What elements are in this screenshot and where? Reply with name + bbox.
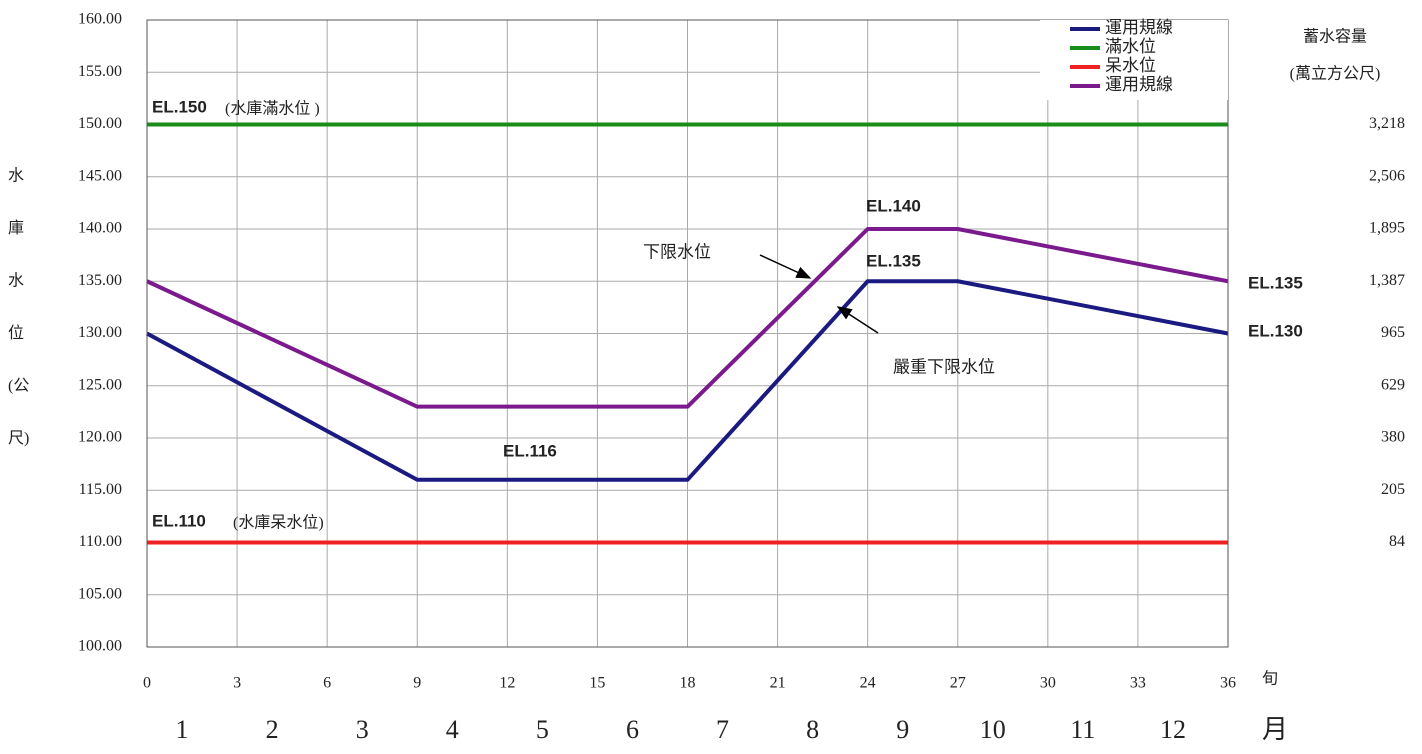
- month-label: 2: [266, 715, 279, 744]
- legend-label: 滿水位: [1105, 37, 1156, 56]
- y-tick-label: 110.00: [79, 533, 122, 550]
- x-tick-label: 30: [1040, 675, 1056, 692]
- annotation: EL.135: [1248, 273, 1303, 292]
- y-tick-label: 120.00: [78, 429, 122, 446]
- y-tick-label: 140.00: [78, 220, 122, 237]
- y-tick-label: 155.00: [78, 63, 122, 80]
- annotation: 嚴重下限水位: [893, 357, 995, 376]
- y-tick-label: 105.00: [78, 585, 122, 602]
- y-title: 水: [8, 272, 24, 290]
- month-label: 12: [1160, 715, 1186, 744]
- arrow: [836, 306, 879, 334]
- x-tick-label: 27: [950, 675, 966, 692]
- plot-frame: [146, 19, 1229, 648]
- x-tick-label: 12: [499, 675, 515, 692]
- annotation: EL.130: [1248, 321, 1303, 340]
- annotation: EL.110: [152, 511, 206, 530]
- month-label: 10: [980, 715, 1006, 744]
- month-label: 8: [806, 715, 819, 744]
- y2-tick-label: 2,506: [1369, 167, 1405, 184]
- month-label: 5: [536, 715, 549, 744]
- y2-tick-label: 380: [1381, 429, 1405, 446]
- y-title: (公: [8, 378, 29, 395]
- legend-label: 呆水位: [1105, 56, 1156, 75]
- y-title: 位: [8, 324, 24, 342]
- x-tick-label: 6: [323, 675, 331, 692]
- annotation: EL.150: [152, 97, 207, 116]
- x-tick-label: 0: [143, 675, 151, 692]
- month-unit: 月: [1262, 715, 1288, 744]
- y-title: 水: [8, 167, 24, 185]
- month-label: 6: [626, 715, 639, 744]
- y-tick-label: 160.00: [78, 11, 122, 28]
- month-label: 4: [446, 715, 459, 744]
- y-tick-label: 125.00: [78, 376, 122, 393]
- line: [146, 227, 1229, 409]
- lines: [146, 122, 1229, 545]
- line: [146, 279, 1229, 482]
- x-tick-label: 18: [680, 675, 696, 692]
- legend-label: 運用規線: [1105, 18, 1173, 37]
- y2-title: (萬立方公尺): [1290, 65, 1381, 83]
- legend-label: 運用規線: [1105, 75, 1173, 94]
- y-title: 尺): [8, 430, 29, 447]
- annotation: (水庫滿水位 ): [225, 100, 320, 118]
- annotation: EL.140: [866, 196, 921, 215]
- y2-tick-label: 84: [1389, 533, 1405, 550]
- y-tick-label: 100.00: [78, 638, 122, 655]
- month-label: 1: [176, 715, 189, 744]
- y-tick-label: 115.00: [79, 481, 122, 498]
- y2-tick-label: 629: [1381, 376, 1405, 393]
- x-tick-label: 9: [413, 675, 421, 692]
- y2-tick-label: 3,218: [1369, 115, 1405, 132]
- y-title: 庫: [8, 219, 24, 237]
- x-tick-label: 24: [860, 675, 876, 692]
- y2-tick-label: 1,895: [1369, 220, 1405, 237]
- annotation: EL.116: [503, 441, 557, 460]
- y-tick-label: 145.00: [78, 167, 122, 184]
- y-tick-label: 135.00: [78, 272, 122, 289]
- arrow: [759, 254, 812, 279]
- y-tick-label: 130.00: [78, 324, 122, 341]
- month-label: 9: [896, 715, 909, 744]
- x-tick-label: 3: [233, 675, 241, 692]
- y2-title: 蓄水容量: [1303, 28, 1367, 46]
- x-tick-label: 33: [1130, 675, 1146, 692]
- annotation: EL.135: [866, 251, 921, 270]
- month-label: 7: [716, 715, 729, 744]
- month-label: 11: [1070, 715, 1095, 744]
- y2-tick-label: 1,387: [1369, 272, 1405, 289]
- y2-tick-label: 965: [1381, 324, 1405, 341]
- annotation: 下限水位: [643, 242, 711, 261]
- x-tick-label: 15: [589, 675, 605, 692]
- x-tick-label: 36: [1220, 675, 1236, 692]
- y2-tick-label: 205: [1381, 481, 1405, 498]
- annotation: (水庫呆水位): [233, 514, 324, 532]
- month-label: 3: [356, 715, 369, 744]
- y-tick-label: 150.00: [78, 115, 122, 132]
- x-unit: 旬: [1262, 670, 1278, 688]
- x-tick-label: 21: [770, 675, 786, 692]
